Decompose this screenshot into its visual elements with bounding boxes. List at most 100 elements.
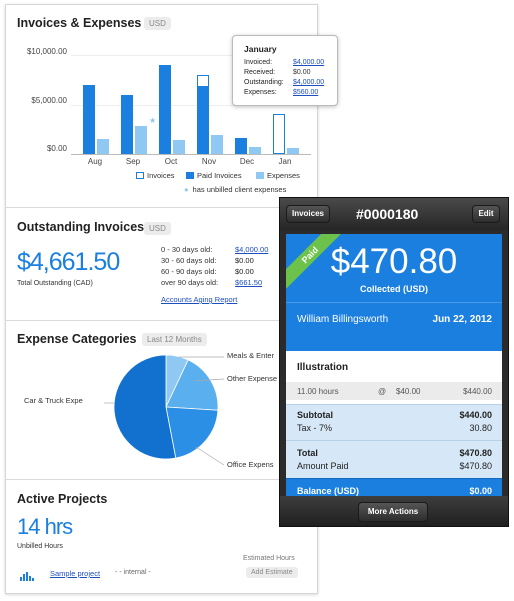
legend-label: Paid Invoices [197,171,242,180]
expense-categories-section: Expense Categories Last 12 Months Meals … [6,321,317,480]
tooltip-row: Outstanding: $4,000.00 [244,79,330,89]
accounts-aging-report-link[interactable]: Accounts Aging Report [161,295,238,304]
aging-row: 0 - 30 days old: $4,000.00 [161,245,281,255]
invoice-bar-outline[interactable] [273,114,285,154]
unbilled-hours-value: 14 hrs [17,514,73,539]
invoice-bar-outline[interactable] [197,74,209,87]
aging-value: $0.00 [235,267,254,276]
x-tick-label: Dec [239,157,255,166]
legend-swatch-paid [186,172,194,179]
back-to-invoices-button[interactable]: Invoices [286,205,330,223]
tooltip-value-link[interactable]: $560.00 [293,89,319,96]
at-symbol: @ [378,387,387,396]
aging-label: 0 - 30 days old: [161,245,213,254]
line-item-hours: 11.00 hours [297,387,339,396]
x-tick-label: Oct [164,157,178,166]
pie-label: Other Expense [227,374,278,383]
paid-invoice-bar[interactable] [159,64,171,154]
expense-bar[interactable] [173,140,185,154]
x-tick-label: Sep [125,157,141,166]
mobile-bottom-bar: More Actions [280,496,508,526]
expense-bar[interactable] [249,147,261,154]
invoice-number: #0000180 [356,206,419,222]
legend-expenses: Expenses [256,171,300,180]
tooltip-row: Invoiced: $4,000.00 [244,59,330,69]
section-title: Invoices & Expenses [17,16,142,30]
tax-value: 30.80 [469,423,492,433]
unbilled-dot-icon: ● [184,185,189,194]
aging-row: 60 - 90 days old: $0.00 [161,267,281,277]
legend-swatch-expenses [256,172,264,179]
tooltip-value-link[interactable]: $4,000.00 [293,59,325,66]
outstanding-invoices-section: Outstanding Invoices USD $4,661.50 Total… [6,208,317,321]
pie-slice[interactable] [165,359,219,411]
pie-leader-line [193,378,225,382]
legend-label: Expenses [267,171,300,180]
legend-label: Invoices [147,171,175,180]
y-tick-label: $0.00 [46,144,67,153]
dashboard-panel: Invoices & Expenses USD $10,000.00 $5,00… [5,4,338,594]
tooltip-row: Received: $0.00 [244,69,330,79]
legend-paid-invoices: Paid Invoices [186,171,242,180]
line-item-total: $440.00 [463,387,492,396]
outstanding-total: $4,661.50 [17,248,120,276]
aging-row: over 90 days old: $661.50 [161,278,281,288]
tax-label: Tax - 7% [297,423,333,433]
y-tick-label: $10,000.00 [26,47,67,56]
tooltip-label: Invoiced: [244,59,273,66]
expense-bar[interactable] [211,135,223,154]
y-tick-label: $5,000.00 [31,96,67,105]
tooltip-value-link[interactable]: $4,000.00 [293,79,325,86]
paid-invoice-bar[interactable] [235,138,247,154]
paid-invoice-bar[interactable] [197,86,209,154]
invoices-expenses-section: Invoices & Expenses USD $10,000.00 $5,00… [6,5,338,208]
section-title: Outstanding Invoices [17,220,145,234]
aging-value: $0.00 [235,256,254,265]
x-tick-label: Nov [201,157,217,166]
total-value: $470.80 [459,448,492,458]
aging-label: 30 - 60 days old: [161,256,217,265]
chart-tooltip: January Invoiced: $4,000.00 Received: $0.0… [232,35,338,106]
paid-invoice-bar[interactable] [83,84,95,154]
legend-invoices: Invoices [136,171,175,180]
legend-swatch-invoices [136,172,144,179]
aging-label: 60 - 90 days old: [161,267,217,276]
unbilled-hours-label: Unbilled Hours [17,543,63,550]
gridline [71,104,311,106]
sample-project-link[interactable]: Sample project [50,569,101,578]
more-actions-button[interactable]: More Actions [358,502,428,522]
expense-bar[interactable] [287,148,299,154]
tooltip-row: Expenses: $560.00 [244,89,330,99]
tooltip-value: $0.00 [293,69,311,76]
add-estimate-button[interactable]: Add Estimate [246,567,298,578]
total-block: Total $470.80 Amount Paid $470.80 [286,440,502,478]
pie-label: Car & Truck Expe [24,396,83,405]
aging-value-link[interactable]: $4,000.00 [235,245,269,254]
tooltip-label: Expenses: [244,89,277,96]
project-activity-icon [20,568,36,581]
expense-bar[interactable] [135,126,147,154]
gridline [71,55,311,56]
pie-slice[interactable] [113,354,177,460]
expense-bar[interactable] [97,139,109,154]
subtotal-block: Subtotal $440.00 Tax - 7% 30.80 [286,404,502,440]
pie-slice[interactable] [165,406,219,459]
pie-chart [104,354,225,466]
gridline [71,154,311,155]
tooltip-label: Received: [244,69,276,76]
mobile-invoice-view: Invoices #0000180 Edit Paid $470.80 Coll… [279,197,509,527]
legend-label: has unbilled client expenses [192,185,287,194]
aging-value-link[interactable]: $661.50 [235,278,263,287]
subtotal-value: $440.00 [459,410,492,420]
aging-row: 30 - 60 days old: $0.00 [161,256,281,266]
bar-chart: Aug ★ Sep Oct Nov Dec Jan [6,5,317,208]
tooltip-title: January [244,44,277,54]
legend-unbilled: ● has unbilled client expenses [184,185,286,194]
unbilled-star-icon: ★ [149,116,157,126]
collected-label: Collected (USD) [359,284,428,294]
x-tick-label: Jan [278,157,292,166]
edit-button[interactable]: Edit [472,205,500,223]
balance-value: $0.00 [469,486,492,496]
period-badge: Last 12 Months [142,333,207,346]
paid-invoice-bar[interactable] [121,94,133,154]
